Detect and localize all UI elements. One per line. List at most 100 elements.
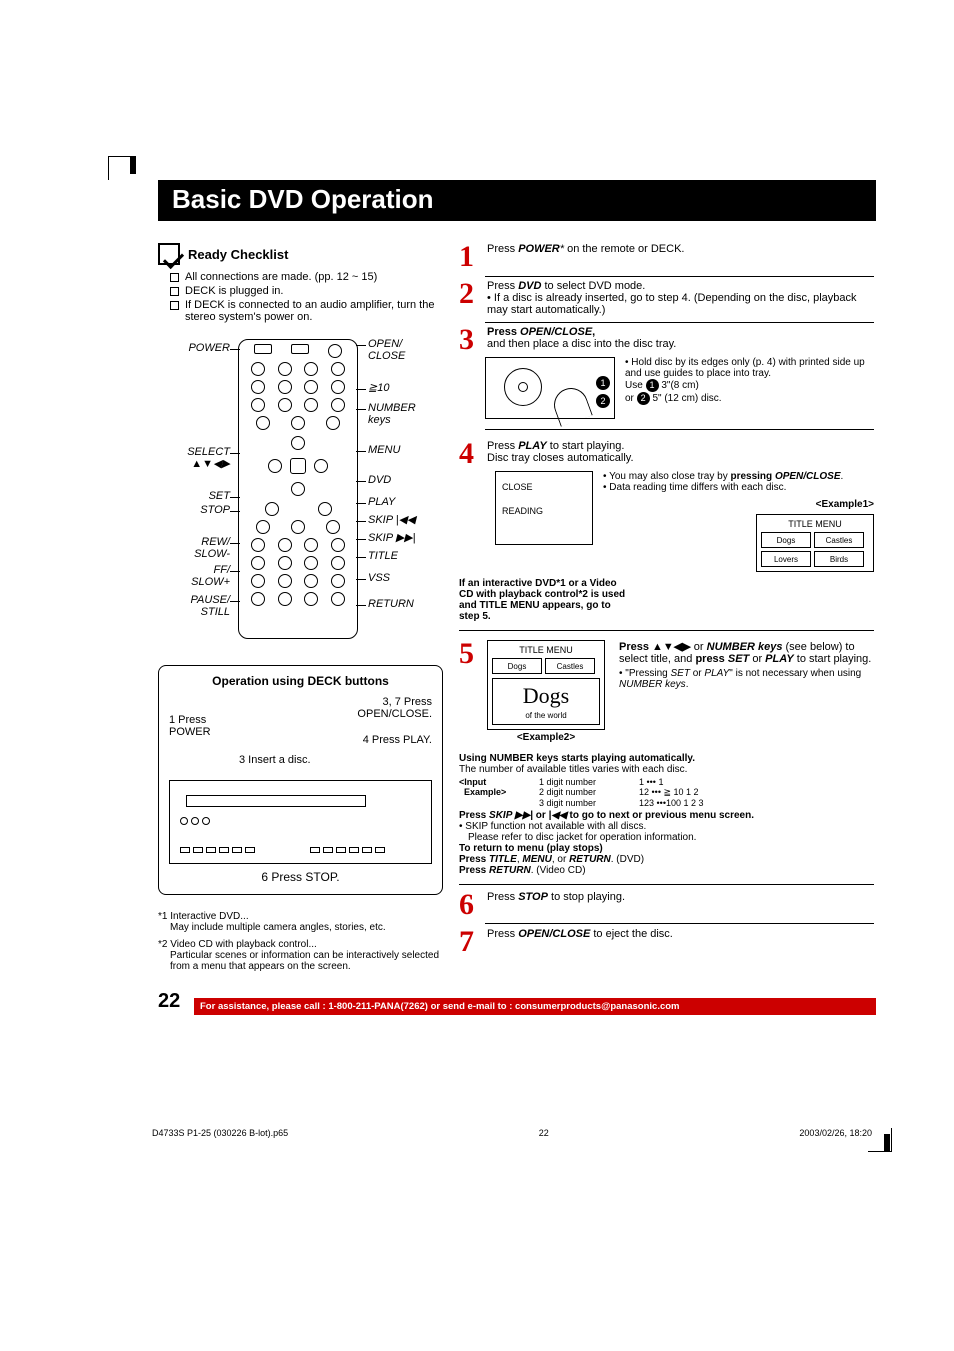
t: "Pressing: [625, 668, 670, 679]
crop-mark-tl: [108, 156, 132, 180]
checkbox-icon: [170, 287, 179, 296]
nk-r3a: 3 digit number: [539, 798, 639, 808]
t: " is not necessary when using: [729, 668, 861, 679]
ready-checklist-head: Ready Checklist: [158, 243, 443, 265]
t: 3"(8 cm): [659, 380, 699, 391]
onscreen-display: CLOSE READING: [495, 471, 593, 545]
footnote-2: *2 Video CD with playback control... Par…: [158, 939, 443, 972]
tm-cell: Dogs: [492, 658, 542, 674]
remote-callout-right: RETURN: [368, 599, 414, 611]
arrow-keys-icon: ▲▼◀▶: [652, 641, 691, 653]
t: Use: [625, 380, 646, 391]
deck-step-3b: 3 Insert a disc.: [239, 754, 311, 766]
play-label: PLAY: [765, 653, 794, 665]
page-number: 22: [158, 990, 194, 1013]
deck-illustration: [169, 780, 432, 864]
t: to go to next or previous menu screen.: [567, 810, 754, 821]
return-label: RETURN: [489, 865, 531, 876]
t: , or: [552, 854, 569, 865]
callout-line: [230, 497, 240, 498]
checklist-text: All connections are made. (pp. 12 ~ 15): [185, 271, 377, 283]
hand-icon: [549, 383, 593, 427]
step-number: 5: [459, 640, 481, 667]
step-body: Press POWER* on the remote or DECK.: [487, 243, 874, 255]
footer-metadata: D4733S P1-25 (030226 B-lot).p65 22 2003/…: [152, 1128, 872, 1138]
right-column: 1 Press POWER* on the remote or DECK. 2 …: [459, 243, 874, 978]
assistance-bar: For assistance, please call : 1-800-211-…: [194, 998, 876, 1015]
step-body: Press PLAY to start playing. Disc tray c…: [487, 440, 874, 464]
deck-step-1: 1 Press POWER: [169, 714, 211, 738]
t: or: [625, 393, 637, 404]
callout-line: [356, 557, 366, 558]
t: ,: [592, 326, 595, 338]
step-body: TITLE MENU Dogs Castles Dogs of the worl…: [487, 640, 874, 743]
t: or: [533, 810, 549, 821]
deck-steps: 1 Press POWER 3, 7 Press OPEN/CLOSE. 4 P…: [169, 696, 432, 776]
nk-note2: Please refer to disc jacket for operatio…: [459, 832, 874, 843]
step-body: Press STOP to stop playing.: [487, 891, 874, 903]
play-label: PLAY: [704, 668, 729, 679]
tm-cell: Dogs: [761, 532, 811, 548]
step-1: 1 Press POWER* on the remote or DECK.: [459, 243, 874, 270]
step3-side-text: Hold disc by its edges only (p. 4) with …: [625, 357, 874, 419]
deck-operation-box: Operation using DECK buttons 1 Press POW…: [158, 665, 443, 895]
tm-cell: Castles: [545, 658, 595, 674]
remote-callout-right: ≧10: [368, 383, 389, 395]
step5-text: Press ▲▼◀▶ or NUMBER keys (see below) to…: [619, 640, 874, 690]
step4-area: CLOSE READING You may also close tray by…: [459, 471, 874, 622]
callout-line: [230, 543, 240, 544]
remote-callout-left: SELECT ▲▼◀▶: [158, 447, 230, 470]
step3-illustration-row: 1 2 Hold disc by its edges only (p. 4) w…: [485, 357, 874, 419]
openclose-label: OPEN/CLOSE: [518, 928, 590, 940]
deck-step-6: 6 Press STOP.: [169, 870, 432, 884]
remote-callout-right: DVD: [368, 475, 391, 487]
remote-callout-right: SKIP ▶▶|: [368, 533, 416, 545]
skip-back-label: |◀◀: [549, 810, 567, 821]
t: Press: [459, 854, 489, 865]
footer-date: 2003/02/26, 18:20: [799, 1128, 872, 1138]
example1-label: <Example1>: [816, 499, 874, 510]
title-menu-example1: TITLE MENU Dogs Castles Lovers Birds: [756, 514, 874, 572]
remote-callout-left: SET: [158, 491, 230, 503]
t: Press: [487, 280, 518, 292]
nk-r2b: 12 ••• ≧ 10 1 2: [639, 787, 749, 798]
marker-1: 1: [596, 376, 610, 390]
callout-line: [356, 481, 366, 482]
page-footer: 22 For assistance, please call : 1-800-2…: [158, 988, 876, 1015]
return-label: RETURN: [569, 854, 611, 865]
step-2: 2 Press DVD to select DVD mode. If a dis…: [459, 280, 874, 316]
nk-r2a: 2 digit number: [539, 787, 639, 798]
checklist-item: DECK is plugged in.: [170, 285, 443, 297]
callout-line: [356, 451, 366, 452]
openclose-label: OPEN/CLOSE: [520, 326, 592, 338]
t: Data reading time differs with each disc…: [603, 482, 874, 493]
checklist-text: If DECK is connected to an audio amplifi…: [185, 299, 443, 323]
callout-line: [230, 601, 240, 602]
t: Press: [459, 810, 489, 821]
t: or: [690, 668, 704, 679]
checklist-item: All connections are made. (pp. 12 ~ 15): [170, 271, 443, 283]
remote-callout-right: MENU: [368, 445, 400, 457]
tm-cell: Lovers: [761, 551, 811, 567]
t: to select DVD mode.: [541, 280, 645, 292]
t: to stop playing.: [548, 891, 625, 903]
remote-callout-right: NUMBER keys: [368, 403, 416, 426]
callout-line: [356, 345, 366, 346]
screen-line: CLOSE: [502, 482, 586, 492]
callout-line: [356, 579, 366, 580]
step4-note: If an interactive DVD*1 or a Video CD wi…: [459, 578, 629, 622]
play-label: PLAY: [518, 440, 547, 452]
section-title: Basic DVD Operation: [158, 180, 876, 221]
nk-title: Using NUMBER keys starts playing automat…: [459, 753, 874, 764]
t: to eject the disc.: [590, 928, 673, 940]
t: to start playing.: [794, 653, 872, 665]
nk-r1a: 1 digit number: [539, 777, 639, 787]
crop-mark-bar-br: [884, 1134, 890, 1152]
set-label: SET: [671, 668, 690, 679]
remote-callout-right: PLAY: [368, 497, 395, 509]
skip-fwd-label: SKIP ▶▶|: [489, 810, 533, 821]
remote-callout-left: FF/ SLOW+: [158, 565, 230, 588]
footer-page: 22: [539, 1128, 549, 1138]
title-label: TITLE: [489, 854, 517, 865]
number-keys-section: Using NUMBER keys starts playing automat…: [459, 753, 874, 876]
